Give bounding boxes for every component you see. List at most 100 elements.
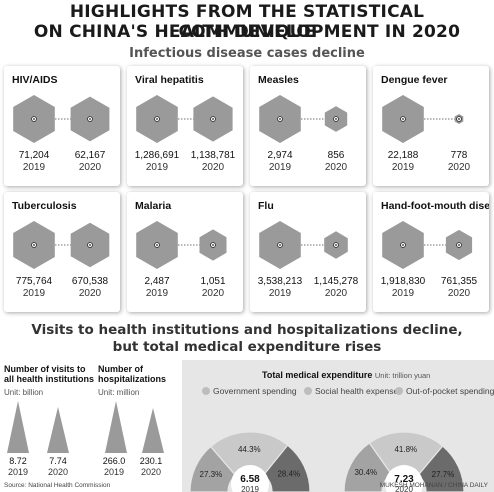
donut-pct-label: 28.4%	[277, 469, 300, 478]
disease-hexagons	[259, 95, 348, 143]
legend-government-label: Government spending	[213, 386, 297, 396]
disease-hexagons	[382, 95, 464, 143]
visits-title: Number of visits to all health instituti…	[4, 364, 94, 384]
legend-government-swatch	[202, 387, 210, 395]
disease-card: Hand-foot-mouth disease1,918,830761,3552…	[373, 192, 489, 312]
value-2019: 775,764	[15, 276, 53, 287]
visits-year-2020: 2020	[47, 467, 69, 477]
disease-card: Tuberculosis 775,764 670,538 2019 2020	[4, 192, 120, 312]
source-note: Source: National Health Commission	[4, 482, 111, 489]
year-2019: 2019	[145, 288, 169, 299]
value-2019: 1,918,830	[380, 276, 426, 287]
disease-card: HIV/AIDS 71,204 62,167 2019 2020	[4, 66, 120, 186]
visits-year-2019: 2019	[7, 467, 29, 477]
legend-oop-swatch	[395, 387, 403, 395]
main-title-line1: HIGHLIGHTS FROM THE STATISTICAL COMMUNIQ…	[69, 2, 425, 42]
year-2019: 2019	[391, 288, 415, 299]
disease-card: Dengue fever 22,188 778 2019 2020	[373, 66, 489, 186]
visits-value-2019: 8.72	[9, 456, 27, 466]
triangle-2020	[142, 408, 164, 453]
disease-hexagons	[13, 95, 110, 143]
visits-value-2020: 7.74	[49, 456, 67, 466]
hexagon-center-point	[279, 118, 281, 120]
year-2020: 2020	[447, 162, 471, 173]
visits-title-line1: Number of visits to	[4, 364, 86, 374]
legend-government: Government spending	[202, 386, 297, 396]
donut-year-2020: 2020	[395, 485, 413, 492]
donut-total-2019: 6.58	[240, 474, 260, 485]
value-2019: 2,487	[144, 276, 170, 287]
hexagon-center-point	[212, 118, 214, 120]
legend-social: Social health expenses	[304, 386, 402, 396]
value-2019: 3,538,213	[257, 276, 303, 287]
expenditure-title-text: Total medical expenditure	[262, 370, 373, 380]
donut-center	[231, 465, 269, 492]
value-2020: 856	[327, 150, 345, 161]
hexagon-center-point	[402, 118, 404, 120]
donut-pct-label: 27.7%	[432, 470, 455, 479]
credit-note: MUKESH MOHANAN / CHINA DAILY	[379, 482, 488, 489]
visits-title-line2: all health institutions	[4, 374, 95, 384]
disease-card: Viral hepatitis 1,286,691 1,138,781 2019 202…	[127, 66, 243, 186]
disease-name: Malaria	[135, 200, 172, 212]
hosp-chart	[105, 401, 164, 453]
year-2019: 2019	[145, 162, 169, 173]
year-2019: 2019	[268, 162, 292, 173]
value-2019: 71,204	[18, 150, 50, 161]
hexagon-center-point	[212, 244, 214, 246]
hexagon-center-point	[156, 118, 158, 120]
hosp-title: Number of hospitalizations	[98, 364, 166, 384]
donut-year-2019: 2019	[241, 485, 259, 492]
value-2019: 22,188	[387, 150, 419, 161]
hosp-title-line2: hospitalizations	[98, 374, 167, 384]
disease-hexagons	[382, 221, 473, 269]
expenditure-panel: Total medical expenditure Unit: trillion…	[182, 360, 494, 492]
value-2020: 1,051	[200, 276, 226, 287]
hosp-unit: Unit: million	[98, 388, 140, 397]
donut-pct-label: 44.3%	[238, 445, 261, 454]
disease-name: Dengue fever	[381, 74, 448, 86]
section-title-visits: Visits to health institutions and hospit…	[0, 322, 494, 356]
main-title-line2: ON CHINA'S HEALTH DEVELOPMENT IN 2020	[33, 22, 461, 42]
hexagon-center-point	[89, 244, 91, 246]
value-2020: 761,355	[440, 276, 478, 287]
hosp-value-2019: 266.0	[102, 456, 126, 466]
hexagon-center-point	[335, 244, 337, 246]
value-2019: 1,286,691	[134, 150, 180, 161]
hosp-value-2020: 230.1	[139, 456, 163, 466]
section-title-infectious: Infectious disease cases decline	[129, 46, 365, 61]
donut-total-2020: 7.23	[394, 474, 414, 485]
legend-social-label: Social health expenses	[315, 386, 403, 396]
disease-name: Measles	[258, 74, 299, 86]
value-2020: 670,538	[71, 276, 109, 287]
disease-name: Tuberculosis	[12, 200, 77, 212]
year-2020: 2020	[324, 162, 348, 173]
year-2019: 2019	[22, 288, 46, 299]
triangle-2019	[7, 401, 29, 453]
disease-hexagons	[136, 221, 227, 269]
donut-center	[385, 465, 423, 492]
disease-card: Malaria 2,487 1,051 2019 2020	[127, 192, 243, 312]
disease-card: Measles 2,974 856 2019 2020	[250, 66, 366, 186]
disease-hexagons	[13, 221, 110, 269]
hexagon-center-point	[279, 244, 281, 246]
year-2020: 2020	[447, 288, 471, 299]
disease-name: Viral hepatitis	[135, 74, 204, 86]
triangle-2020	[47, 406, 69, 453]
year-2020: 2020	[78, 288, 102, 299]
year-2019: 2019	[268, 288, 292, 299]
legend-out-of-pocket: Out-of-pocket spending	[395, 386, 494, 396]
disease-name: Hand-foot-mouth disease	[381, 200, 489, 212]
hexagon-center-point	[458, 244, 460, 246]
section-title-visits-line2: but total medical expenditure rises	[112, 339, 382, 355]
hexagon-center-point	[156, 244, 158, 246]
hosp-year-2019: 2019	[103, 467, 125, 477]
year-2019: 2019	[391, 162, 415, 173]
disease-name: Flu	[258, 200, 274, 212]
hexagon-center-point	[458, 118, 460, 120]
year-2019: 2019	[22, 162, 46, 173]
year-2020: 2020	[201, 162, 225, 173]
visits-unit: Unit: billion	[4, 388, 44, 397]
hosp-title-line1: Number of	[98, 364, 143, 374]
